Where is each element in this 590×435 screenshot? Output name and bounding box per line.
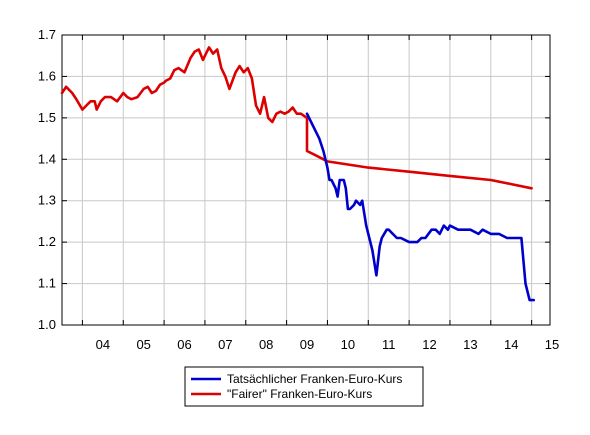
legend-box: [184, 366, 424, 407]
x-tick-label: 13: [463, 337, 477, 352]
y-tick-label: 1.4: [38, 151, 56, 166]
x-tick-label: 09: [300, 337, 314, 352]
x-tick-label: 12: [422, 337, 436, 352]
y-tick-label: 1.7: [38, 27, 56, 42]
x-tick-label: 05: [136, 337, 150, 352]
y-tick-label: 1.1: [38, 276, 56, 291]
series-line-fair: [60, 46, 533, 190]
x-tick-label: 07: [218, 337, 232, 352]
plot-area: [62, 35, 550, 325]
x-tick-label: 06: [177, 337, 191, 352]
legend-label: "Fairer" Franken-Euro-Kurs: [227, 387, 372, 401]
y-tick-label: 1.5: [38, 110, 56, 125]
series-line-actual: [305, 112, 536, 302]
y-tick-label: 1.0: [38, 317, 56, 332]
legend: Tatsächlicher Franken-Euro-Kurs"Fairer" …: [184, 366, 424, 407]
y-tick-label: 1.6: [38, 68, 56, 83]
x-tick-label: 08: [259, 337, 273, 352]
y-tick-label: 1.3: [38, 193, 56, 208]
x-tick-label: 11: [382, 337, 396, 352]
x-tick-label: 15: [545, 337, 559, 352]
legend-label: Tatsächlicher Franken-Euro-Kurs: [227, 372, 402, 386]
axes: 1.0 1.1 1.2 1.3 1.4 1.5 1.6 1.7 04 05 06 07 08 09 10 11…: [38, 27, 559, 352]
y-tick-label: 1.2: [38, 234, 56, 249]
x-tick-label: 04: [96, 337, 110, 352]
plot-frame: [61, 34, 551, 326]
series-layer: [60, 46, 536, 302]
x-tick-label: 14: [504, 337, 518, 352]
x-tick-label: 10: [341, 337, 355, 352]
